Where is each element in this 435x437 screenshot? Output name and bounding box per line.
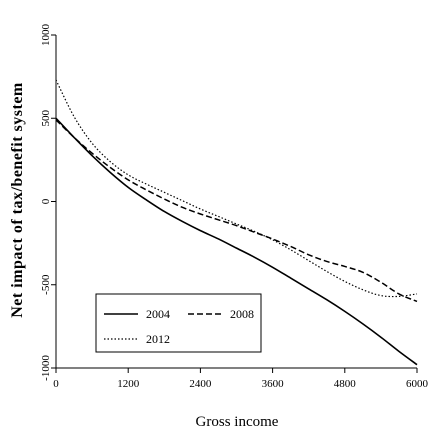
legend-item-2008: 2008 (188, 307, 254, 321)
y-tick-label: 1000 (40, 24, 52, 47)
legend-item-2004: 2004 (104, 307, 170, 321)
x-tick-label: 4800 (334, 378, 357, 390)
legend-item-2012: 2012 (104, 332, 170, 346)
y-ticks: -1000 -500 0 500 1000 (40, 24, 56, 381)
series-line-2008 (55, 119, 418, 303)
y-tick-label: -1000 (40, 355, 52, 381)
y-tick-label: 0 (40, 198, 52, 204)
x-ticks: 0 1200 2400 3600 4800 6000 (53, 368, 429, 390)
y-axis-label: Net impact of tax/benefit system (9, 82, 26, 318)
x-axis-label: Gross income (196, 414, 279, 430)
x-tick-label: 6000 (406, 378, 429, 390)
series-line-2004 (55, 117, 418, 366)
x-tick-label: 3600 (262, 378, 285, 390)
legend-label-2008: 2008 (230, 307, 254, 321)
x-tick-label: 2400 (189, 378, 212, 390)
x-tick-label: 1200 (117, 378, 140, 390)
series-line-2012 (55, 79, 418, 298)
x-tick-label: 0 (53, 378, 59, 390)
legend-label-2012: 2012 (146, 332, 170, 346)
legend: 2004 2008 2012 (95, 293, 262, 353)
plot-area (55, 79, 418, 366)
legend-label-2004: 2004 (146, 307, 170, 321)
y-tick-label: -500 (40, 274, 52, 295)
legend-box (95, 293, 262, 353)
y-tick-label: 500 (40, 110, 52, 127)
